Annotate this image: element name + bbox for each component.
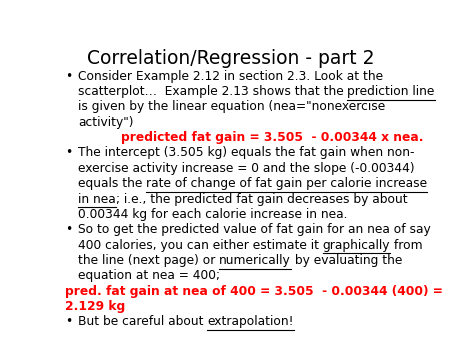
Text: But be careful about: But be careful about xyxy=(78,315,207,329)
Text: 0.00344 kg for each calorie increase in nea.: 0.00344 kg for each calorie increase in … xyxy=(78,208,347,221)
Text: activity"): activity") xyxy=(78,116,133,129)
Text: graphically: graphically xyxy=(323,239,390,251)
Text: 400 calories, you can either estimate it: 400 calories, you can either estimate it xyxy=(78,239,323,251)
Text: 2.129 kg: 2.129 kg xyxy=(65,300,125,313)
Text: the line (next page) or: the line (next page) or xyxy=(78,254,219,267)
Text: scatterplot…  Example 2.13 shows that the: scatterplot… Example 2.13 shows that the xyxy=(78,85,347,98)
Text: Correlation/Regression - part 2: Correlation/Regression - part 2 xyxy=(87,49,374,68)
Text: ; i.e., the predicted fat gain decreases by about: ; i.e., the predicted fat gain decreases… xyxy=(116,193,407,206)
Text: •: • xyxy=(65,223,72,236)
Text: from: from xyxy=(390,239,423,251)
Text: by evaluating the: by evaluating the xyxy=(291,254,402,267)
Text: So to get the predicted value of fat gain for an nea of say: So to get the predicted value of fat gai… xyxy=(78,223,431,236)
Text: extrapolation!: extrapolation! xyxy=(207,315,294,329)
Text: equation at nea = 400;: equation at nea = 400; xyxy=(78,269,220,282)
Text: prediction line: prediction line xyxy=(347,85,435,98)
Text: equals the: equals the xyxy=(78,177,146,190)
Text: •: • xyxy=(65,70,72,83)
Text: Consider Example 2.12 in section 2.3. Look at the: Consider Example 2.12 in section 2.3. Lo… xyxy=(78,70,383,83)
Text: exercise activity increase = 0 and the slope (-0.00344): exercise activity increase = 0 and the s… xyxy=(78,162,414,175)
Text: The intercept (3.505 kg) equals the fat gain when non-: The intercept (3.505 kg) equals the fat … xyxy=(78,146,414,160)
Text: •: • xyxy=(65,315,72,329)
Text: numerically: numerically xyxy=(219,254,291,267)
Text: is given by the linear equation (nea="nonexercise: is given by the linear equation (nea="no… xyxy=(78,100,385,114)
Text: •: • xyxy=(65,146,72,160)
Text: in nea: in nea xyxy=(78,193,116,206)
Text: rate of change of fat gain per calorie increase: rate of change of fat gain per calorie i… xyxy=(146,177,427,190)
Text: pred. fat gain at nea of 400 = 3.505  - 0.00344 (400) =: pred. fat gain at nea of 400 = 3.505 - 0… xyxy=(65,285,443,298)
Text: predicted fat gain = 3.505  - 0.00344 x nea.: predicted fat gain = 3.505 - 0.00344 x n… xyxy=(121,131,423,144)
